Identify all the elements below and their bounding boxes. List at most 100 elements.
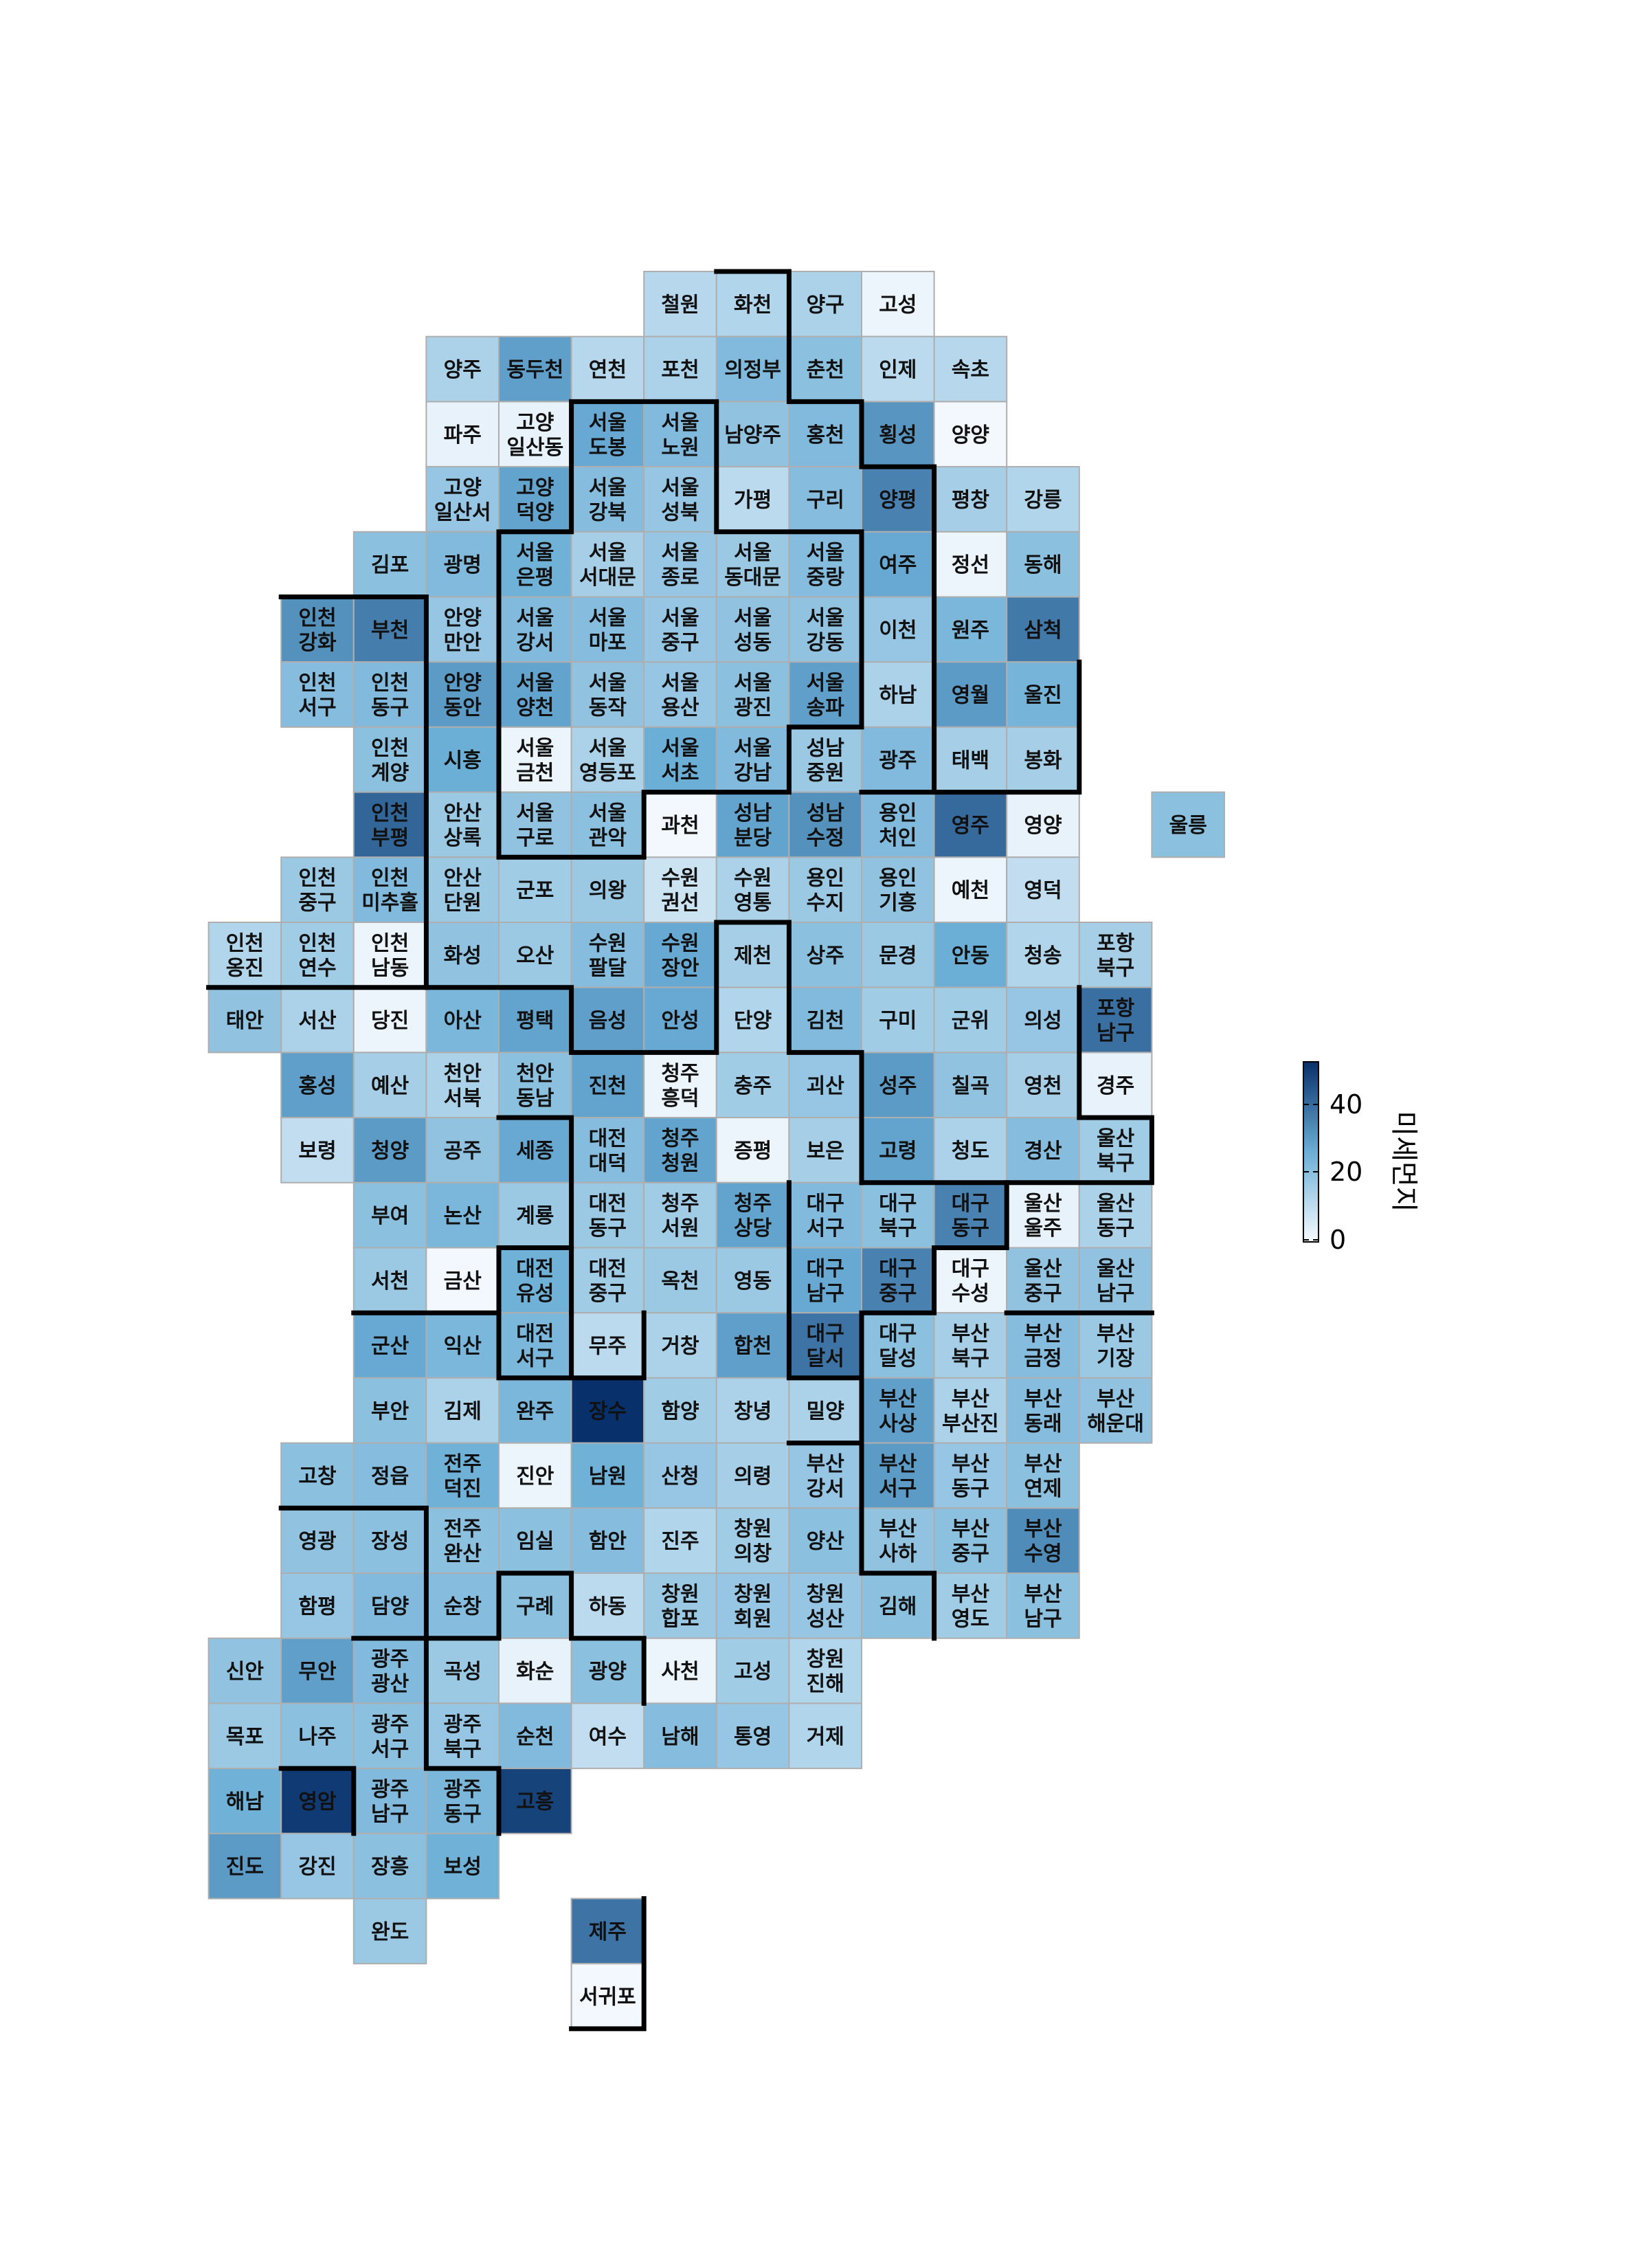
region-label-line: 울산 bbox=[1097, 1192, 1135, 1216]
region-label-line: 충주 bbox=[734, 1074, 772, 1098]
region-label-line: 창원 bbox=[807, 1647, 844, 1671]
region-label: 수원 장안 bbox=[661, 931, 699, 980]
region-cell: 부안 bbox=[352, 1377, 427, 1444]
region-label-line: 안산 bbox=[444, 801, 482, 825]
region-label-line: 남구 bbox=[807, 1282, 844, 1306]
region-cell: 목포 bbox=[207, 1702, 282, 1770]
region-label-line: 중구 bbox=[952, 1542, 989, 1566]
region-label: 울진 bbox=[1024, 684, 1062, 708]
region-label: 의왕 bbox=[589, 879, 627, 903]
region-label-line: 부산 bbox=[879, 1452, 917, 1476]
region-label-line: 의왕 bbox=[589, 879, 627, 903]
region-tile bbox=[1006, 596, 1080, 663]
region-tile bbox=[352, 1507, 427, 1575]
region-cell: 김포 bbox=[352, 531, 427, 598]
region-label-line: 청양 bbox=[371, 1139, 409, 1163]
region-cell: 광양 bbox=[570, 1637, 645, 1704]
region-tile bbox=[498, 661, 572, 728]
region-label-line: 양양 bbox=[952, 423, 989, 447]
region-label: 대구 중구 bbox=[879, 1257, 917, 1306]
region-tile bbox=[1006, 1052, 1080, 1119]
region-label-line: 예천 bbox=[952, 879, 989, 903]
region-label-line: 대구 bbox=[879, 1192, 917, 1216]
region-label-line: 서울 bbox=[589, 476, 627, 500]
region-cell: 서울 마포 bbox=[570, 596, 645, 663]
region-label-line: 장흥 bbox=[371, 1855, 409, 1879]
region-label-line: 기흥 bbox=[879, 891, 917, 915]
region-label-line: 인천 bbox=[371, 867, 409, 891]
region-label-line: 이천 bbox=[879, 619, 917, 643]
region-label-line: 양산 bbox=[807, 1530, 845, 1554]
region-label-line: 파주 bbox=[444, 423, 482, 447]
region-cell: 고성 bbox=[715, 1637, 790, 1704]
region-label: 평창 bbox=[952, 488, 990, 512]
boundary-line bbox=[932, 659, 1082, 795]
region-cell: 남해 bbox=[643, 1702, 717, 1770]
region-cell: 단양 bbox=[715, 986, 790, 1054]
region-cell: 인천 부평 bbox=[352, 791, 427, 858]
region-label-line: 부산 bbox=[1024, 1322, 1062, 1346]
region-label-line: 동남 bbox=[516, 1087, 554, 1111]
region-label: 울산 북구 bbox=[1097, 1126, 1135, 1175]
region-label-line: 해남 bbox=[226, 1790, 265, 1814]
region-label-line: 서울 bbox=[734, 736, 772, 760]
boundary-line bbox=[786, 1441, 937, 1641]
region-label-line: 무안 bbox=[298, 1660, 337, 1684]
region-tile bbox=[643, 1181, 717, 1249]
region-label: 산청 bbox=[661, 1465, 699, 1489]
region-cell: 창원 의창 bbox=[715, 1507, 790, 1575]
region-label-line: 증평 bbox=[734, 1139, 772, 1163]
region-label-line: 동구 bbox=[371, 696, 409, 720]
region-label-line: 천안 bbox=[444, 1062, 482, 1086]
region-label: 청송 bbox=[1024, 944, 1062, 968]
region-label: 제천 bbox=[734, 944, 772, 968]
region-cell: 공주 bbox=[425, 1117, 500, 1183]
region-label: 여수 bbox=[589, 1725, 627, 1749]
region-cell: 홍성 bbox=[280, 1052, 355, 1119]
region-label: 울산 남구 bbox=[1097, 1257, 1135, 1306]
region-label-line: 인천 bbox=[298, 931, 336, 955]
region-label-line: 서울 bbox=[734, 671, 772, 696]
region-tile bbox=[715, 1377, 790, 1444]
region-label-line: 인천 bbox=[298, 867, 336, 891]
region-cell: 울산 북구 bbox=[1078, 1117, 1153, 1183]
region-cell: 대전 동구 bbox=[570, 1181, 645, 1249]
region-label-line: 서구 bbox=[298, 696, 336, 720]
region-cell: 인천 미추홀 bbox=[352, 856, 427, 924]
region-tile bbox=[280, 1117, 355, 1183]
region-label-line: 창원 bbox=[734, 1517, 772, 1542]
region-label: 대구 달성 bbox=[879, 1322, 917, 1371]
region-tile bbox=[861, 1572, 935, 1639]
region-label-line: 안산 bbox=[444, 867, 482, 891]
region-label: 영월 bbox=[952, 684, 989, 708]
region-label: 이천 bbox=[879, 619, 917, 643]
region-label-line: 평창 bbox=[952, 488, 990, 512]
region-tile bbox=[352, 1702, 427, 1770]
region-label-line: 서울 bbox=[734, 541, 772, 565]
region-cell: 부산 영도 bbox=[933, 1572, 1008, 1639]
region-label: 안동 bbox=[952, 944, 989, 968]
region-cell: 부산 중구 bbox=[933, 1507, 1008, 1575]
region-tile bbox=[1078, 1312, 1153, 1379]
region-label-line: 광주 bbox=[444, 1777, 482, 1801]
region-tile bbox=[1078, 1377, 1153, 1444]
region-label: 인천 계양 bbox=[371, 736, 409, 785]
region-label-line: 남구 bbox=[1097, 1021, 1134, 1045]
region-label: 울산 동구 bbox=[1097, 1192, 1135, 1241]
region-tile bbox=[643, 596, 717, 663]
region-label: 영암 bbox=[298, 1790, 337, 1814]
region-label-line: 부산 bbox=[1024, 1582, 1062, 1606]
region-cell: 대구 동구 bbox=[933, 1181, 1008, 1249]
region-label: 서울 중구 bbox=[661, 606, 699, 655]
region-label: 청주 서원 bbox=[661, 1192, 699, 1241]
region-label-line: 함안 bbox=[589, 1530, 627, 1554]
region-label-line: 부여 bbox=[371, 1204, 409, 1228]
region-label-line: 영등포 bbox=[579, 761, 636, 785]
region-cell: 해남 bbox=[207, 1768, 282, 1834]
region-cell: 고양 일산서 bbox=[425, 466, 500, 533]
region-label: 서울 성동 bbox=[734, 606, 772, 655]
region-tile bbox=[498, 466, 572, 533]
region-tile bbox=[933, 1247, 1008, 1314]
region-label-line: 부산 bbox=[879, 1517, 917, 1542]
region-label-line: 도봉 bbox=[589, 436, 627, 460]
